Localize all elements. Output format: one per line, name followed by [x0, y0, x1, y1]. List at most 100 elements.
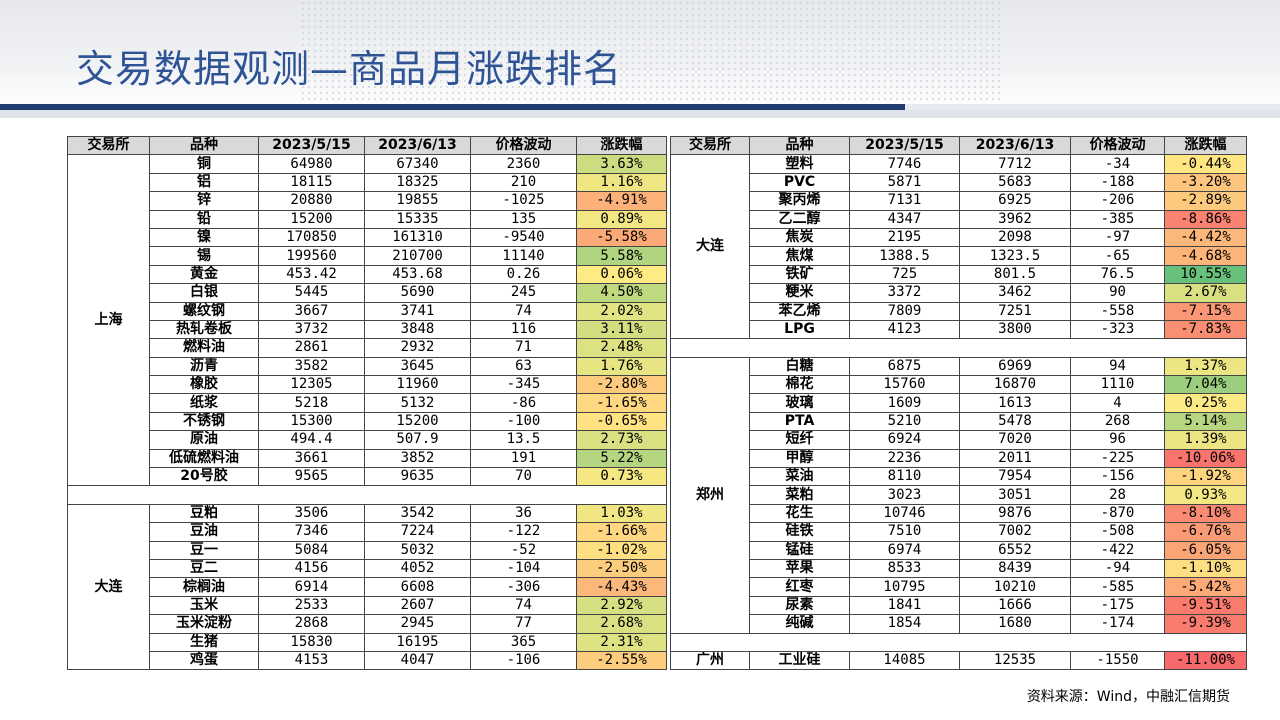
price-cell: 725: [849, 264, 960, 285]
price-change-cell: -206: [1070, 191, 1165, 211]
commodity-name: 生猪: [149, 632, 259, 652]
price-change-cell: -870: [1070, 503, 1165, 524]
commodity-name: 焦炭: [749, 227, 850, 248]
column-header: 2023/6/13: [364, 135, 471, 156]
price-cell: 3051: [959, 485, 1071, 505]
change-percent-cell: -4.43%: [576, 577, 667, 597]
title-underline-bar-light: [905, 104, 1280, 110]
change-percent-cell: -5.58%: [576, 227, 667, 248]
price-cell: 801.5: [959, 264, 1071, 285]
change-percent-cell: 1.03%: [576, 503, 667, 524]
price-cell: 4123: [849, 319, 960, 340]
change-percent-cell: 2.73%: [576, 430, 667, 450]
price-cell: 12535: [959, 650, 1071, 671]
table-row: 鸡蛋 4153 4047 -106 -2.55%: [68, 650, 667, 671]
price-change-cell: -558: [1070, 301, 1165, 321]
price-change-cell: -122: [470, 522, 577, 542]
commodity-name: 黄金: [149, 264, 259, 285]
exchange-cell: 上海: [67, 154, 150, 487]
exchange-cell: 大连: [670, 154, 750, 340]
change-percent-cell: 4.50%: [576, 283, 667, 303]
page-title: 交易数据观测—商品月涨跌排名: [76, 47, 623, 91]
price-change-cell: 90: [1070, 283, 1165, 303]
price-cell: 1680: [959, 614, 1071, 634]
price-change-cell: 365: [470, 632, 577, 652]
price-cell: 5132: [364, 393, 471, 413]
price-cell: 15200: [364, 411, 471, 432]
change-percent-cell: -1.10%: [1164, 558, 1247, 579]
change-percent-cell: 0.89%: [576, 209, 667, 229]
price-cell: 6925: [959, 191, 1071, 211]
change-percent-cell: -2.89%: [1164, 191, 1247, 211]
commodity-name: 乙二醇: [749, 209, 850, 229]
left-ranking-table: 交易所 品种 2023/5/15 2023/6/13 价格波动 涨跌幅 上海铜 64980 67…: [67, 135, 667, 671]
table-row: 聚丙烯 7131 6925 -206 -2.89%: [671, 191, 1247, 211]
table-row: 纯碱 1854 1680 -174 -9.39%: [671, 614, 1247, 634]
price-cell: 6914: [258, 577, 365, 597]
price-cell: 15830: [258, 632, 365, 652]
column-header: 交易所: [67, 135, 150, 156]
commodity-name: 白银: [149, 283, 259, 303]
price-change-cell: 210: [470, 172, 577, 193]
price-cell: 5210: [849, 411, 960, 432]
price-cell: 4347: [849, 209, 960, 229]
change-percent-cell: 2.48%: [576, 338, 667, 358]
table-row: LPG 4123 3800 -323 -7.83%: [671, 319, 1247, 340]
commodity-name: 原油: [149, 430, 259, 450]
change-percent-cell: -7.83%: [1164, 319, 1247, 340]
change-percent-cell: -5.42%: [1164, 577, 1247, 597]
commodity-name: PVC: [749, 172, 850, 193]
table-row: 锌 20880 19855 -1025 -4.91%: [68, 191, 667, 211]
price-cell: 5445: [258, 283, 365, 303]
price-change-cell: -65: [1070, 246, 1165, 266]
table-row: 白银 5445 5690 245 4.50%: [68, 283, 667, 303]
price-cell: 7251: [959, 301, 1071, 321]
price-cell: 6924: [849, 430, 960, 450]
commodity-name: 纯碱: [749, 614, 850, 634]
change-percent-cell: 1.16%: [576, 172, 667, 193]
table-row: 苯乙烯 7809 7251 -558 -7.15%: [671, 301, 1247, 321]
commodity-name: 菜油: [749, 467, 850, 487]
change-percent-cell: 5.58%: [576, 246, 667, 266]
change-percent-cell: 2.68%: [576, 614, 667, 634]
price-cell: 67340: [364, 154, 471, 174]
column-header: 品种: [149, 135, 259, 156]
price-change-cell: 0.26: [470, 264, 577, 285]
commodity-name: 苹果: [749, 558, 850, 579]
table-row: 低硫燃料油 3661 3852 191 5.22%: [68, 448, 667, 469]
commodity-name: 玉米淀粉: [149, 614, 259, 634]
price-change-cell: 135: [470, 209, 577, 229]
table-row: 上海铜 64980 67340 2360 3.63%: [67, 154, 667, 487]
change-percent-cell: -7.15%: [1164, 301, 1247, 321]
price-change-cell: 13.5: [470, 430, 577, 450]
price-cell: 3372: [849, 283, 960, 303]
price-cell: 7712: [959, 154, 1071, 174]
change-percent-cell: 5.22%: [576, 448, 667, 469]
change-percent-cell: 2.67%: [1164, 283, 1247, 303]
commodity-name: 玉米: [149, 595, 259, 616]
price-change-cell: -52: [470, 540, 577, 560]
table-row: 纸浆 5218 5132 -86 -1.65%: [68, 393, 667, 413]
change-percent-cell: 2.92%: [576, 595, 667, 616]
table-row: 玉米 2533 2607 74 2.92%: [68, 595, 667, 616]
price-cell: 3800: [959, 319, 1071, 340]
price-change-cell: -9540: [470, 227, 577, 248]
commodity-name: 铝: [149, 172, 259, 193]
table-row: 铅 15200 15335 135 0.89%: [68, 209, 667, 229]
price-change-cell: -100: [470, 411, 577, 432]
change-percent-cell: 3.11%: [576, 319, 667, 340]
price-change-cell: -34: [1070, 154, 1165, 174]
price-change-cell: -323: [1070, 319, 1165, 340]
price-cell: 5871: [849, 172, 960, 193]
table-row: 硅铁 7510 7002 -508 -6.76%: [671, 522, 1247, 542]
column-header: 2023/5/15: [849, 135, 960, 156]
price-cell: 4047: [364, 650, 471, 671]
price-cell: 5032: [364, 540, 471, 560]
price-cell: 11960: [364, 375, 471, 395]
table-row: 锡 199560 210700 11140 5.58%: [68, 246, 667, 266]
change-percent-cell: -8.10%: [1164, 503, 1247, 524]
price-change-cell: 4: [1070, 393, 1165, 413]
right-ranking-table: 交易所 品种 2023/5/15 2023/6/13 价格波动 涨跌幅 大连 塑料 7746 77…: [670, 135, 1247, 671]
commodity-name: 工业硅: [749, 650, 850, 671]
table-row: 粳米 3372 3462 90 2.67%: [671, 283, 1247, 303]
